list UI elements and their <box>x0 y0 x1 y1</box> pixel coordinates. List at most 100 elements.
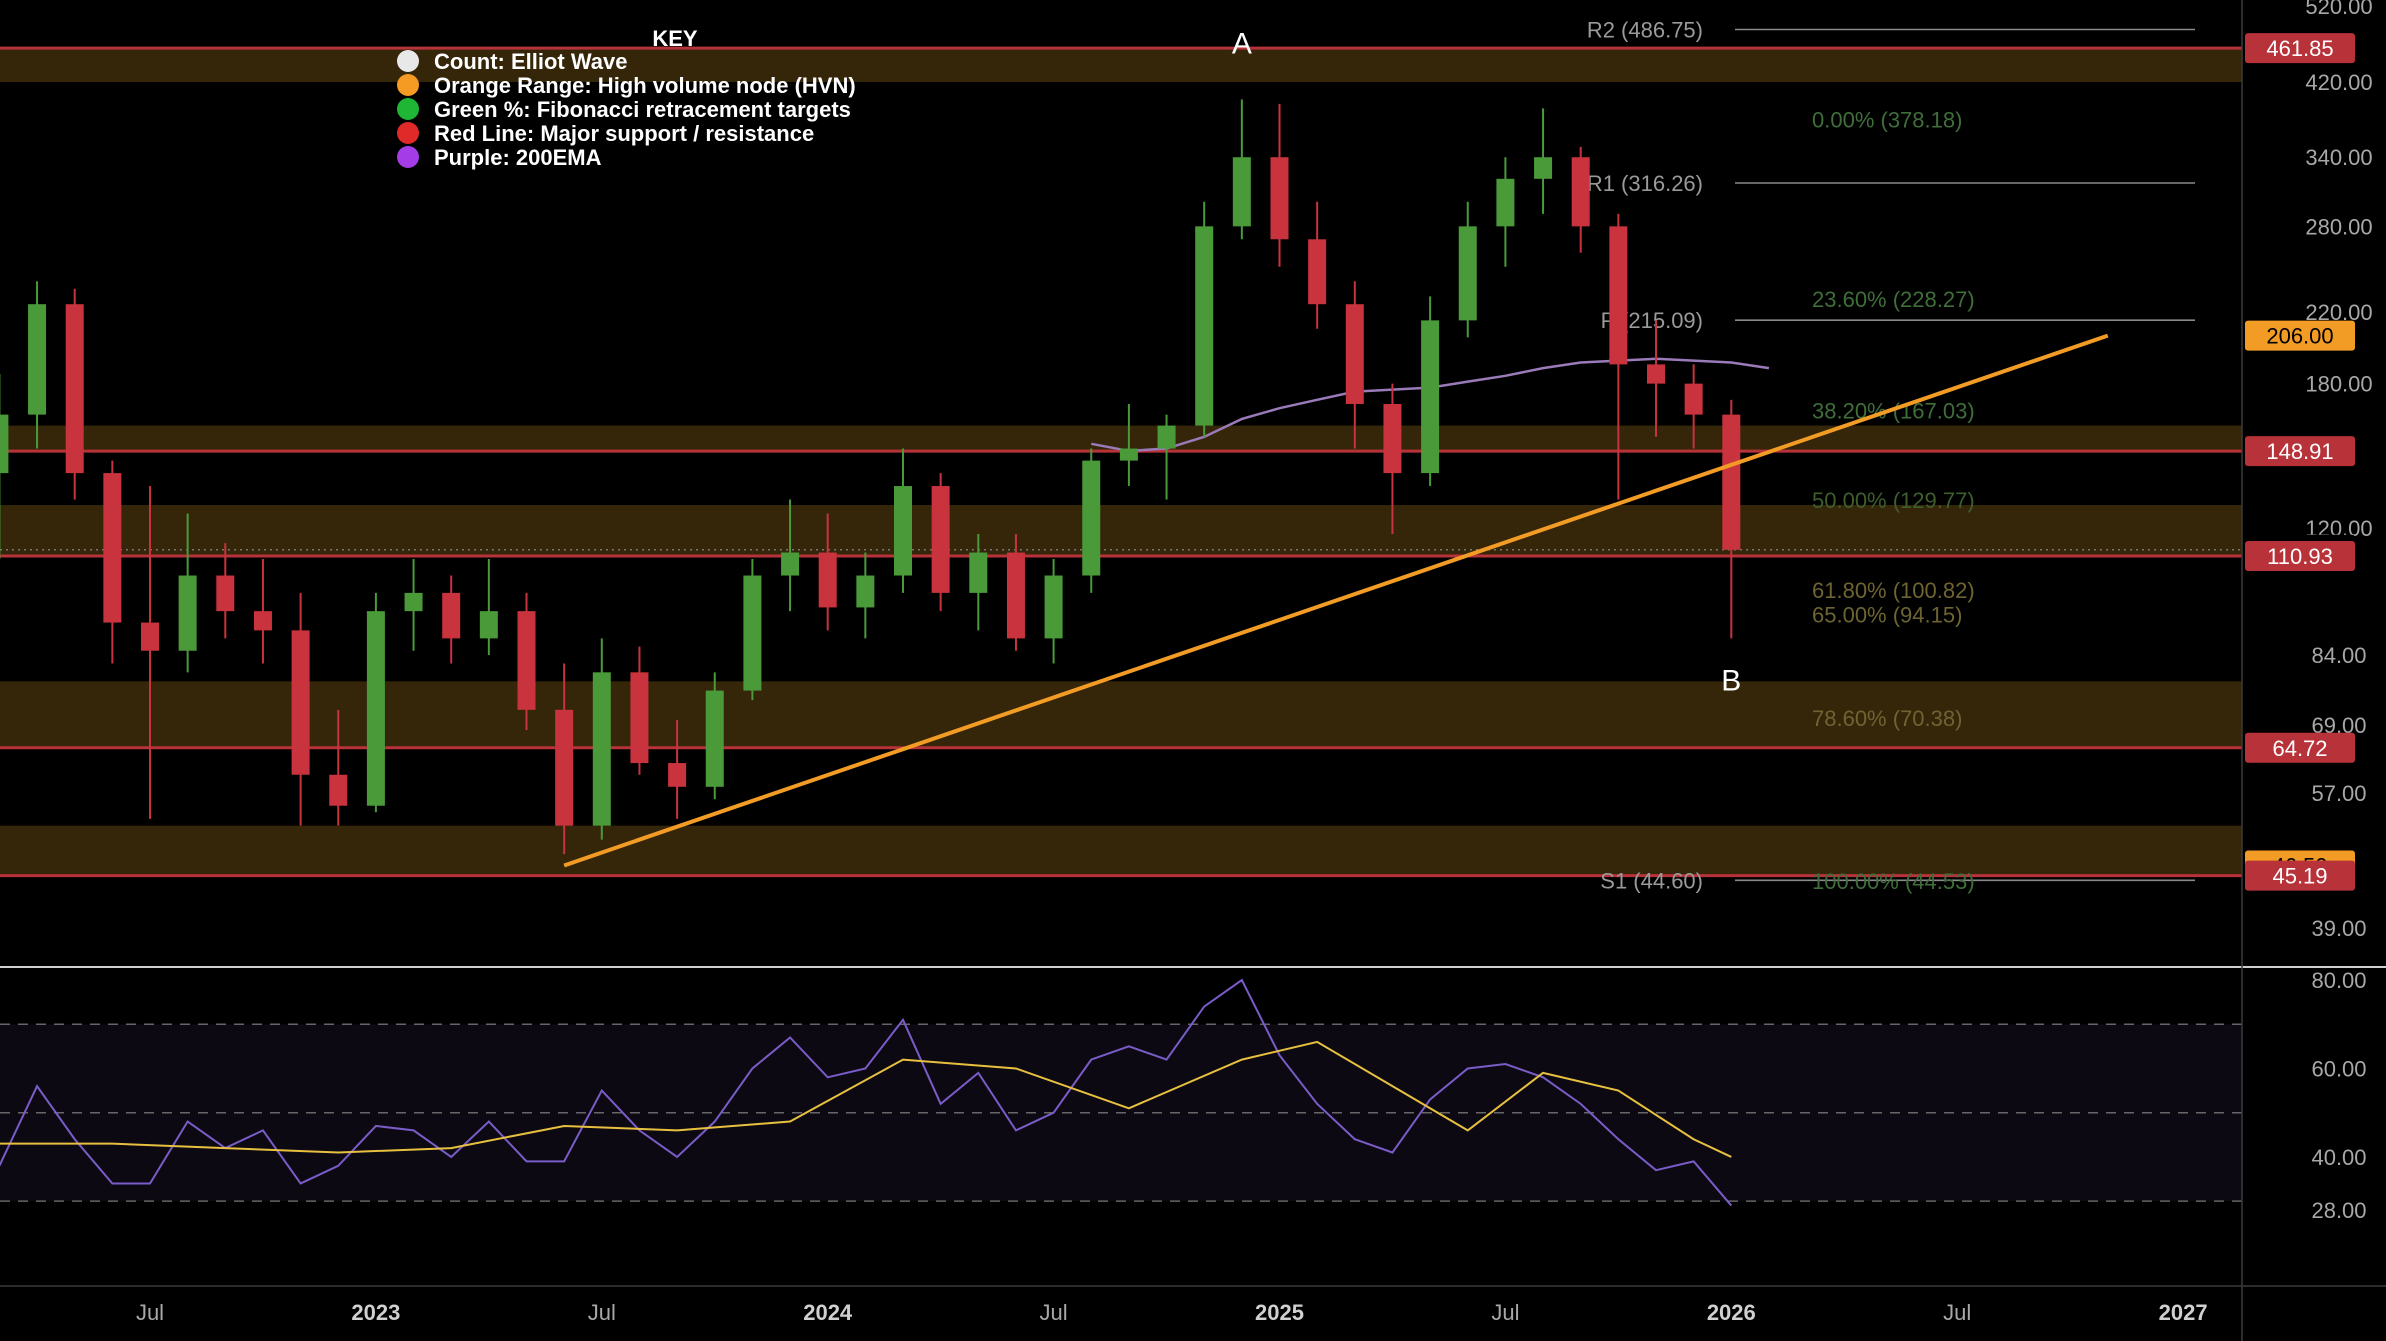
candlesticks[interactable] <box>0 99 1741 855</box>
candle-down <box>1383 403 1402 474</box>
hvn-zone <box>0 48 2242 82</box>
candle-down <box>253 611 272 631</box>
key-item-label: Orange Range: High volume node (HVN) <box>434 73 856 98</box>
fib-level-label: 0.00% (378.18) <box>1812 107 1962 132</box>
key-dot-icon <box>397 50 419 72</box>
candle-up <box>743 575 762 691</box>
price-badge <box>2245 860 2355 891</box>
candle-up <box>1157 425 1176 449</box>
key-dot-icon <box>397 74 419 96</box>
wave-label-a: A <box>1232 28 1252 61</box>
hvn-zone <box>0 425 2242 452</box>
candle-down <box>1684 383 1703 415</box>
price-badge-text: 64.72 <box>2272 736 2327 761</box>
price-tick-label: 57.00 <box>2311 781 2366 806</box>
price-axis[interactable]: 520.00420.00340.00280.00220.00180.00120.… <box>2241 0 2373 1341</box>
price-tick-label: 280.00 <box>2305 214 2372 239</box>
price-badge-text: 45.19 <box>2272 864 2327 889</box>
key-item-label: Red Line: Major support / resistance <box>434 121 814 146</box>
pivot-levels: R2 (486.75)R1 (316.26)P (215.09)S1 (44.6… <box>1587 17 2195 893</box>
key-item-label: Green %: Fibonacci retracement targets <box>434 97 851 122</box>
key-title: KEY <box>652 26 698 51</box>
rsi-tick-label: 40.00 <box>2311 1145 2366 1170</box>
month-tick-label: Jul <box>1040 1300 1068 1325</box>
candle-down <box>1609 226 1628 365</box>
ascending-trendline <box>563 333 2109 868</box>
candle-up <box>479 611 498 639</box>
fib-level-label: 78.60% (70.38) <box>1812 706 1962 731</box>
month-tick-label: Jul <box>588 1300 616 1325</box>
candle-down <box>65 304 84 474</box>
candle-up <box>1534 157 1553 179</box>
candle-up <box>969 552 988 593</box>
key-dot-icon <box>397 98 419 120</box>
hvn-zone <box>0 505 2242 556</box>
candle-up <box>894 486 912 576</box>
year-tick-label: 2023 <box>351 1300 400 1325</box>
month-tick-label: Jul <box>136 1300 164 1325</box>
candle-down <box>1722 414 1741 550</box>
candle-down <box>1270 157 1289 240</box>
month-tick-label: Jul <box>1491 1300 1519 1325</box>
price-tick-label: 39.00 <box>2311 916 2366 941</box>
key-item-label: Purple: 200EMA <box>434 145 602 170</box>
candle-up <box>366 611 385 806</box>
candle-up <box>1421 320 1440 474</box>
price-badge <box>2245 732 2355 763</box>
time-axis[interactable]: Jul 2023 Jul 2024 Jul 2025 Jul 2026 Jul 2027 <box>0 1285 2386 1325</box>
rsi-tick-label: 28.00 <box>2311 1198 2366 1223</box>
month-tick-label: Jul <box>1943 1300 1971 1325</box>
candle-down <box>1647 364 1665 384</box>
candle-down <box>630 672 649 764</box>
pivot-label: R1 (316.26) <box>1587 171 1703 196</box>
price-tick-label: 84.00 <box>2311 643 2366 668</box>
price-badge <box>2245 320 2355 351</box>
candle-down <box>1571 157 1590 227</box>
candle-up <box>705 690 724 787</box>
year-tick-label: 2026 <box>1707 1300 1756 1325</box>
candle-down <box>818 552 837 608</box>
candle-down <box>517 611 536 710</box>
candle-up <box>781 552 800 576</box>
price-badge-text: 148.91 <box>2266 439 2333 464</box>
fib-level-label: 65.00% (94.15) <box>1812 602 1962 627</box>
candle-down <box>442 592 461 639</box>
price-tick-label: 340.00 <box>2305 145 2372 170</box>
candle-up <box>1044 575 1063 639</box>
candle-down <box>1006 552 1025 639</box>
candle-up <box>1082 460 1101 576</box>
key-dot-icon <box>397 122 419 144</box>
price-badges: 461.85206.00148.91112.87110.9364.7246.50… <box>2245 33 2355 891</box>
candle-up <box>1458 226 1477 321</box>
candle-up <box>404 592 423 612</box>
price-tick-label: 180.00 <box>2305 372 2372 397</box>
candle-up <box>178 575 197 651</box>
year-tick-label: 2025 <box>1255 1300 1304 1325</box>
rsi-panel <box>0 966 2386 1207</box>
price-badge <box>2245 33 2355 64</box>
price-badge <box>2245 540 2355 571</box>
candle-down <box>1308 239 1327 305</box>
wave-label-b: B <box>1721 665 1741 698</box>
candle-up <box>592 672 611 826</box>
candle-down <box>329 774 348 806</box>
candle-down <box>931 486 950 593</box>
rsi-tick-label: 80.00 <box>2311 968 2366 993</box>
hvn-zone <box>0 825 2242 876</box>
rsi-tick-label: 60.00 <box>2311 1056 2366 1081</box>
price-badge-text: 110.93 <box>2267 544 2333 569</box>
candle-up <box>28 304 47 415</box>
key-dot-icon <box>397 146 419 168</box>
candle-down <box>1345 304 1364 404</box>
year-tick-label: 2024 <box>803 1300 853 1325</box>
key-item-label: Count: Elliot Wave <box>434 49 628 74</box>
fib-level-label: 23.60% (228.27) <box>1812 287 1975 312</box>
candle-down <box>555 709 574 826</box>
candle-down <box>141 622 159 651</box>
wave-labels: AB <box>1232 28 1741 698</box>
fib-level-label: 100.00% (44.53) <box>1812 869 1975 894</box>
rsi-line <box>0 978 1733 1207</box>
candle-down <box>668 763 687 787</box>
